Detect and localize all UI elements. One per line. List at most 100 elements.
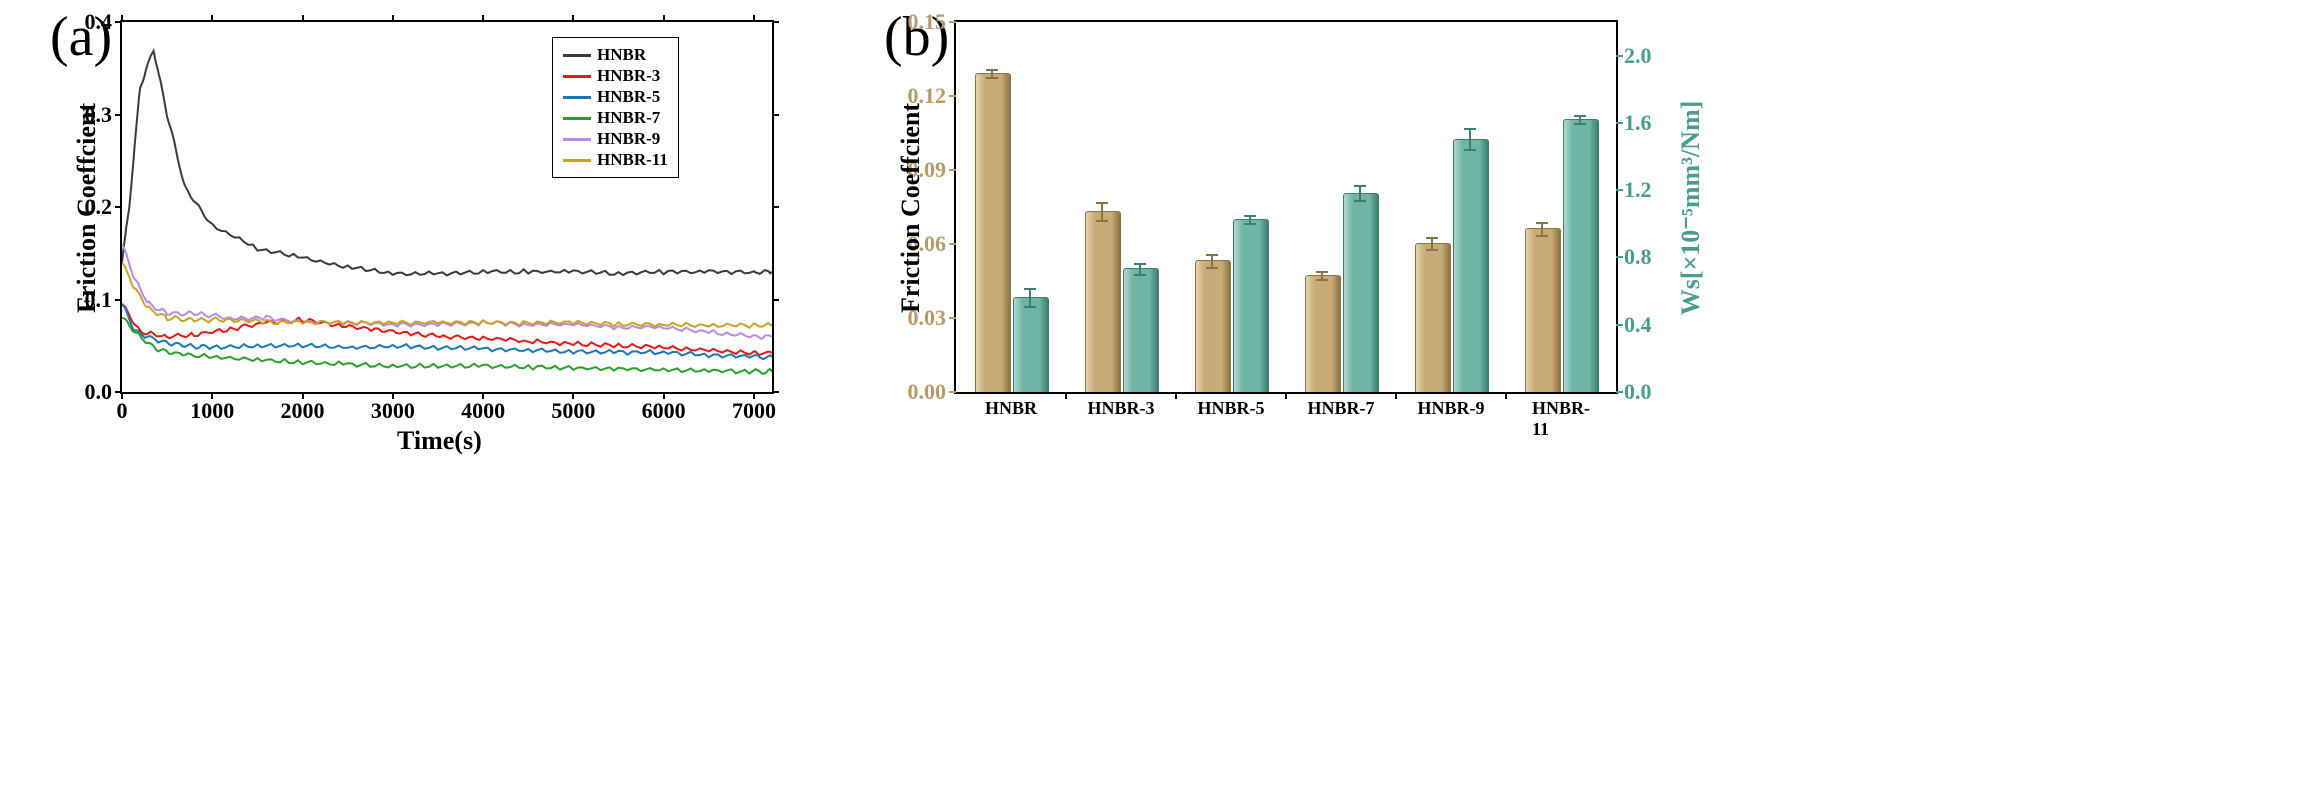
x-tick-mark (1065, 392, 1067, 399)
x-tick-mark-top (302, 15, 304, 22)
legend-label: HNBR-7 (597, 108, 660, 128)
bar-ws (1233, 219, 1269, 392)
error-bar (1354, 185, 1366, 202)
legend-label: HNBR-3 (597, 66, 660, 86)
y-left-tick-mark (949, 317, 956, 319)
y-tick-mark-right (772, 391, 779, 393)
legend-item: HNBR-7 (563, 108, 668, 128)
y-tick-mark (115, 206, 122, 208)
y-tick-mark (115, 299, 122, 301)
error-bar (1316, 271, 1328, 281)
y-right-tick-mark (1616, 189, 1623, 191)
bar-ws (1343, 193, 1379, 392)
bar-ws (1453, 139, 1489, 392)
y-tick-label: 0.0 (72, 379, 112, 405)
legend-swatch (563, 138, 591, 141)
legend-label: HNBR-11 (597, 150, 668, 170)
y-tick-mark-right (772, 206, 779, 208)
y-tick-mark (115, 114, 122, 116)
legend-swatch (563, 75, 591, 78)
y-left-tick-mark (949, 243, 956, 245)
x-tick-label: 7000 (732, 398, 776, 424)
x-tick-mark (1505, 392, 1507, 399)
x-tick-label: 4000 (461, 398, 505, 424)
x-tick-mark (1175, 392, 1177, 399)
x-category-label: HNBR-5 (1198, 398, 1265, 419)
x-tick-mark-top (753, 15, 755, 22)
legend-item: HNBR-5 (563, 87, 668, 107)
y-tick-mark-right (772, 21, 779, 23)
y-left-axis-label: Friction Coeffcient (896, 93, 926, 323)
legend-swatch (563, 54, 591, 57)
y-left-tick-mark (949, 95, 956, 97)
error-bar (1536, 222, 1548, 237)
x-category-label: HNBR-9 (1418, 398, 1485, 419)
legend-item: HNBR-9 (563, 129, 668, 149)
y-right-tick-mark (1616, 122, 1623, 124)
bar-friction (1525, 228, 1561, 392)
y-right-tick-label: 1.6 (1624, 110, 1652, 136)
x-tick-mark-top (211, 15, 213, 22)
bar-friction (1085, 211, 1121, 392)
x-tick-label: 6000 (642, 398, 686, 424)
legend-item: HNBR-3 (563, 66, 668, 86)
bar-friction (975, 73, 1011, 392)
y-right-tick-label: 0.8 (1624, 244, 1652, 270)
y-tick-mark-right (772, 299, 779, 301)
y-left-tick-mark (949, 21, 956, 23)
y-axis-label: Friction Coeffcient (72, 93, 102, 323)
x-tick-mark-top (392, 15, 394, 22)
chart-a-area: 0.00.10.20.30.40100020003000400050006000… (120, 20, 774, 394)
legend-item: HNBR (563, 45, 668, 65)
x-tick-label: 3000 (371, 398, 415, 424)
y-left-tick-label: 0.15 (898, 9, 946, 35)
bar-friction (1415, 243, 1451, 392)
y-right-axis-label: Ws[×10⁻⁵mm³/Nm] (1676, 78, 1706, 338)
bar-ws (1563, 119, 1599, 392)
y-right-tick-label: 0.4 (1624, 312, 1652, 338)
x-tick-mark (1395, 392, 1397, 399)
y-right-tick-label: 0.0 (1624, 379, 1652, 405)
panel-a: (a) 0.00.10.20.30.4010002000300040005000… (120, 20, 774, 394)
y-tick-label: 0.4 (72, 9, 112, 35)
error-bar (1574, 115, 1586, 125)
x-category-label: HNBR (985, 398, 1037, 419)
x-tick-label: 2000 (281, 398, 325, 424)
x-tick-mark-top (663, 15, 665, 22)
error-bar (1464, 128, 1476, 152)
error-bar (1244, 215, 1256, 225)
y-left-tick-mark (949, 391, 956, 393)
x-tick-mark-top (482, 15, 484, 22)
x-axis-label: Time(s) (397, 426, 482, 456)
x-category-label: HNBR-7 (1308, 398, 1375, 419)
bar-friction (1305, 275, 1341, 392)
x-tick-mark-top (121, 15, 123, 22)
error-bar (1426, 237, 1438, 252)
y-right-tick-label: 1.2 (1624, 177, 1652, 203)
bar-ws (1013, 297, 1049, 392)
x-category-label: HNBR-3 (1088, 398, 1155, 419)
error-bar (1206, 254, 1218, 269)
y-right-tick-label: 2.0 (1624, 43, 1652, 69)
x-category-label: HNBR-11 (1532, 398, 1590, 440)
y-right-tick-mark (1616, 256, 1623, 258)
y-right-tick-mark (1616, 324, 1623, 326)
x-tick-label: 0 (117, 398, 128, 424)
panel-b: (b) 0.000.030.060.090.120.150.00.40.81.2… (954, 20, 1618, 394)
error-bar (1024, 288, 1036, 308)
legend-label: HNBR-5 (597, 87, 660, 107)
chart-b-area: 0.000.030.060.090.120.150.00.40.81.21.62… (954, 20, 1618, 394)
y-right-tick-mark (1616, 391, 1623, 393)
x-tick-mark (1285, 392, 1287, 399)
error-bar (1096, 202, 1108, 222)
legend-swatch (563, 117, 591, 120)
legend-swatch (563, 159, 591, 162)
x-tick-label: 1000 (190, 398, 234, 424)
x-tick-mark-top (572, 15, 574, 22)
legend-item: HNBR-11 (563, 150, 668, 170)
line-series-hnbr-5 (122, 304, 772, 359)
y-left-tick-label: 0.00 (898, 379, 946, 405)
x-tick-label: 5000 (551, 398, 595, 424)
legend-swatch (563, 96, 591, 99)
bar-ws (1123, 268, 1159, 392)
